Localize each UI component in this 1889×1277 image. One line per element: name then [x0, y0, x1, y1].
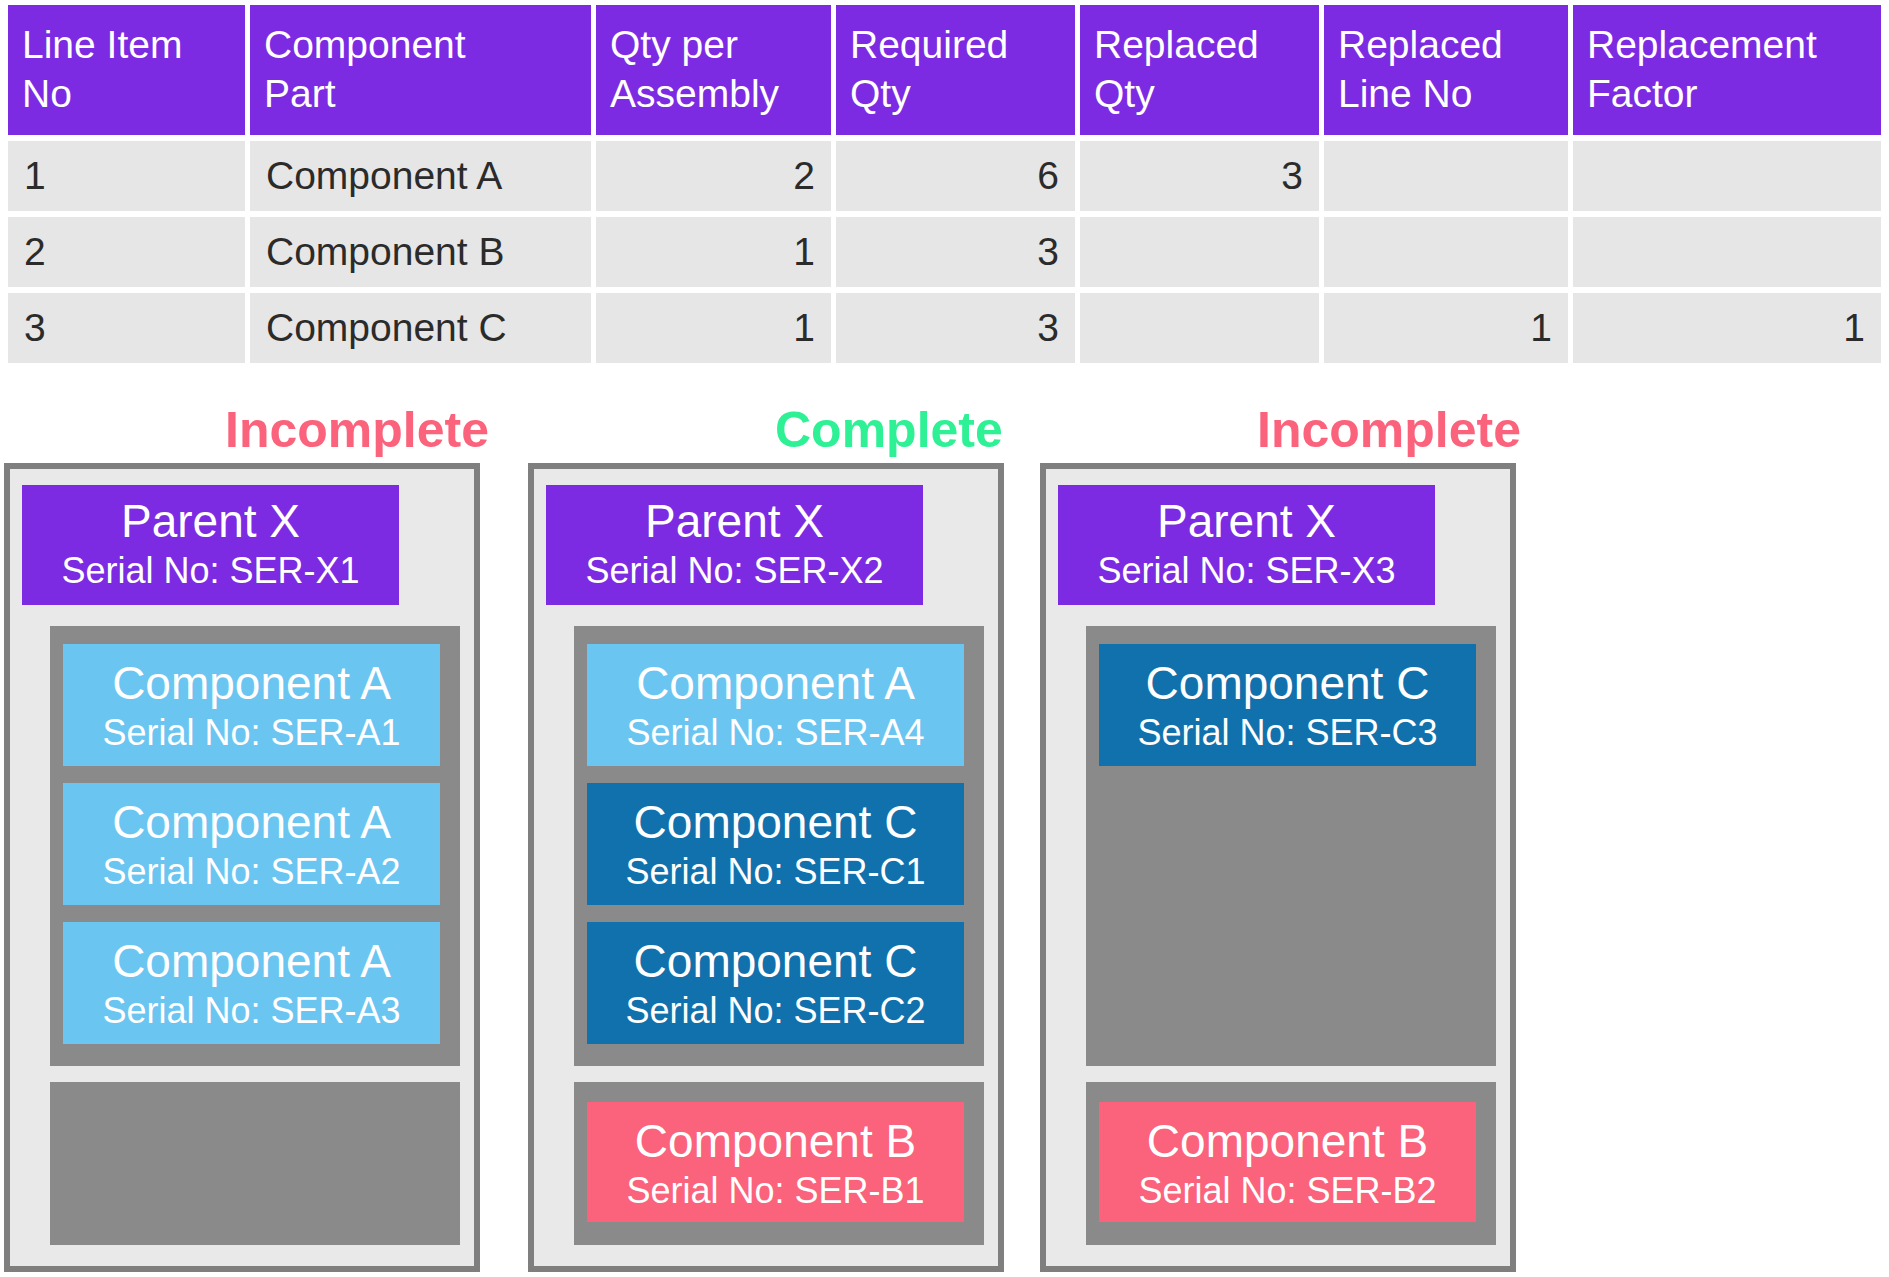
cell-replaced-qty: [1080, 293, 1319, 363]
cell-replacement-factor: [1573, 141, 1881, 211]
cell-line-no: 2: [8, 217, 245, 287]
component-name: Component C: [1099, 656, 1476, 711]
component-box: Component C Serial No: SER-C1: [587, 783, 964, 905]
component-name: Component A: [63, 934, 440, 989]
component-box: Component B Serial No: SER-B2: [1099, 1102, 1476, 1222]
component-serial: Serial No: SER-A2: [63, 850, 440, 893]
component-name: Component C: [587, 934, 964, 989]
col-header-replacement-factor: Replacement Factor: [1573, 5, 1881, 135]
component-box: Component A Serial No: SER-A1: [63, 644, 440, 766]
cell-qty-per-assembly: 2: [596, 141, 831, 211]
component-name: Component C: [587, 795, 964, 850]
cell-replaced-line-no: 1: [1324, 293, 1568, 363]
secondary-component-slot-empty: [50, 1082, 460, 1245]
component-serial: Serial No: SER-A3: [63, 989, 440, 1032]
primary-component-slot: Component A Serial No: SER-A4 Component …: [574, 626, 984, 1066]
parent-box: Parent X Serial No: SER-X1: [22, 485, 399, 605]
secondary-component-slot: Component B Serial No: SER-B1: [574, 1082, 984, 1245]
cell-required-qty: 3: [836, 293, 1075, 363]
component-serial: Serial No: SER-C1: [587, 850, 964, 893]
component-serial: Serial No: SER-C3: [1099, 711, 1476, 754]
cell-replacement-factor: 1: [1573, 293, 1881, 363]
component-box: Component C Serial No: SER-C2: [587, 922, 964, 1044]
col-header-component-part: Component Part: [250, 5, 591, 135]
component-name: Component B: [1099, 1114, 1476, 1169]
col-header-line-item-no: Line Item No: [8, 5, 245, 135]
primary-component-slot: Component A Serial No: SER-A1 Component …: [50, 626, 460, 1066]
cell-replacement-factor: [1573, 217, 1881, 287]
cell-line-no: 3: [8, 293, 245, 363]
cell-replaced-qty: 3: [1080, 141, 1319, 211]
component-box: Component C Serial No: SER-C3: [1099, 644, 1476, 766]
cell-replaced-qty: [1080, 217, 1319, 287]
component-serial: Serial No: SER-C2: [587, 989, 964, 1032]
line-items-table: Line Item No Component Part Qty per Asse…: [8, 5, 1881, 363]
component-serial: Serial No: SER-B2: [1099, 1169, 1476, 1212]
component-box: Component B Serial No: SER-B1: [587, 1102, 964, 1222]
assembly-panel-ser-x1: Parent X Serial No: SER-X1 Component A S…: [4, 463, 480, 1272]
parent-serial: Serial No: SER-X2: [546, 549, 923, 593]
component-box: Component A Serial No: SER-A4: [587, 644, 964, 766]
primary-component-slot: Component C Serial No: SER-C3: [1086, 626, 1496, 1066]
parent-name: Parent X: [546, 493, 923, 549]
parent-serial: Serial No: SER-X1: [22, 549, 399, 593]
parent-box: Parent X Serial No: SER-X2: [546, 485, 923, 605]
parent-name: Parent X: [1058, 493, 1435, 549]
cell-component-part: Component C: [250, 293, 591, 363]
component-box: Component A Serial No: SER-A3: [63, 922, 440, 1044]
parent-box: Parent X Serial No: SER-X3: [1058, 485, 1435, 605]
parent-name: Parent X: [22, 493, 399, 549]
cell-line-no: 1: [8, 141, 245, 211]
col-header-replaced-line-no: Replaced Line No: [1324, 5, 1568, 135]
status-label-incomplete-2: Incomplete: [1257, 402, 1521, 458]
component-name: Component B: [587, 1114, 964, 1169]
component-serial: Serial No: SER-A1: [63, 711, 440, 754]
cell-qty-per-assembly: 1: [596, 217, 831, 287]
assembly-panel-ser-x2: Parent X Serial No: SER-X2 Component A S…: [528, 463, 1004, 1272]
component-serial: Serial No: SER-B1: [587, 1169, 964, 1212]
component-name: Component A: [63, 656, 440, 711]
cell-replaced-line-no: [1324, 141, 1568, 211]
col-header-qty-per-assembly: Qty per Assembly: [596, 5, 831, 135]
cell-required-qty: 6: [836, 141, 1075, 211]
cell-component-part: Component A: [250, 141, 591, 211]
assembly-panel-ser-x3: Parent X Serial No: SER-X3 Component C S…: [1040, 463, 1516, 1272]
cell-replaced-line-no: [1324, 217, 1568, 287]
cell-qty-per-assembly: 1: [596, 293, 831, 363]
cell-component-part: Component B: [250, 217, 591, 287]
bom-assembly-diagram: Line Item No Component Part Qty per Asse…: [0, 0, 1889, 1277]
col-header-required-qty: Required Qty: [836, 5, 1075, 135]
status-label-complete: Complete: [775, 402, 1003, 458]
component-name: Component A: [63, 795, 440, 850]
cell-required-qty: 3: [836, 217, 1075, 287]
col-header-replaced-qty: Replaced Qty: [1080, 5, 1319, 135]
secondary-component-slot: Component B Serial No: SER-B2: [1086, 1082, 1496, 1245]
parent-serial: Serial No: SER-X3: [1058, 549, 1435, 593]
status-label-incomplete-1: Incomplete: [225, 402, 489, 458]
component-box: Component A Serial No: SER-A2: [63, 783, 440, 905]
component-serial: Serial No: SER-A4: [587, 711, 964, 754]
component-name: Component A: [587, 656, 964, 711]
